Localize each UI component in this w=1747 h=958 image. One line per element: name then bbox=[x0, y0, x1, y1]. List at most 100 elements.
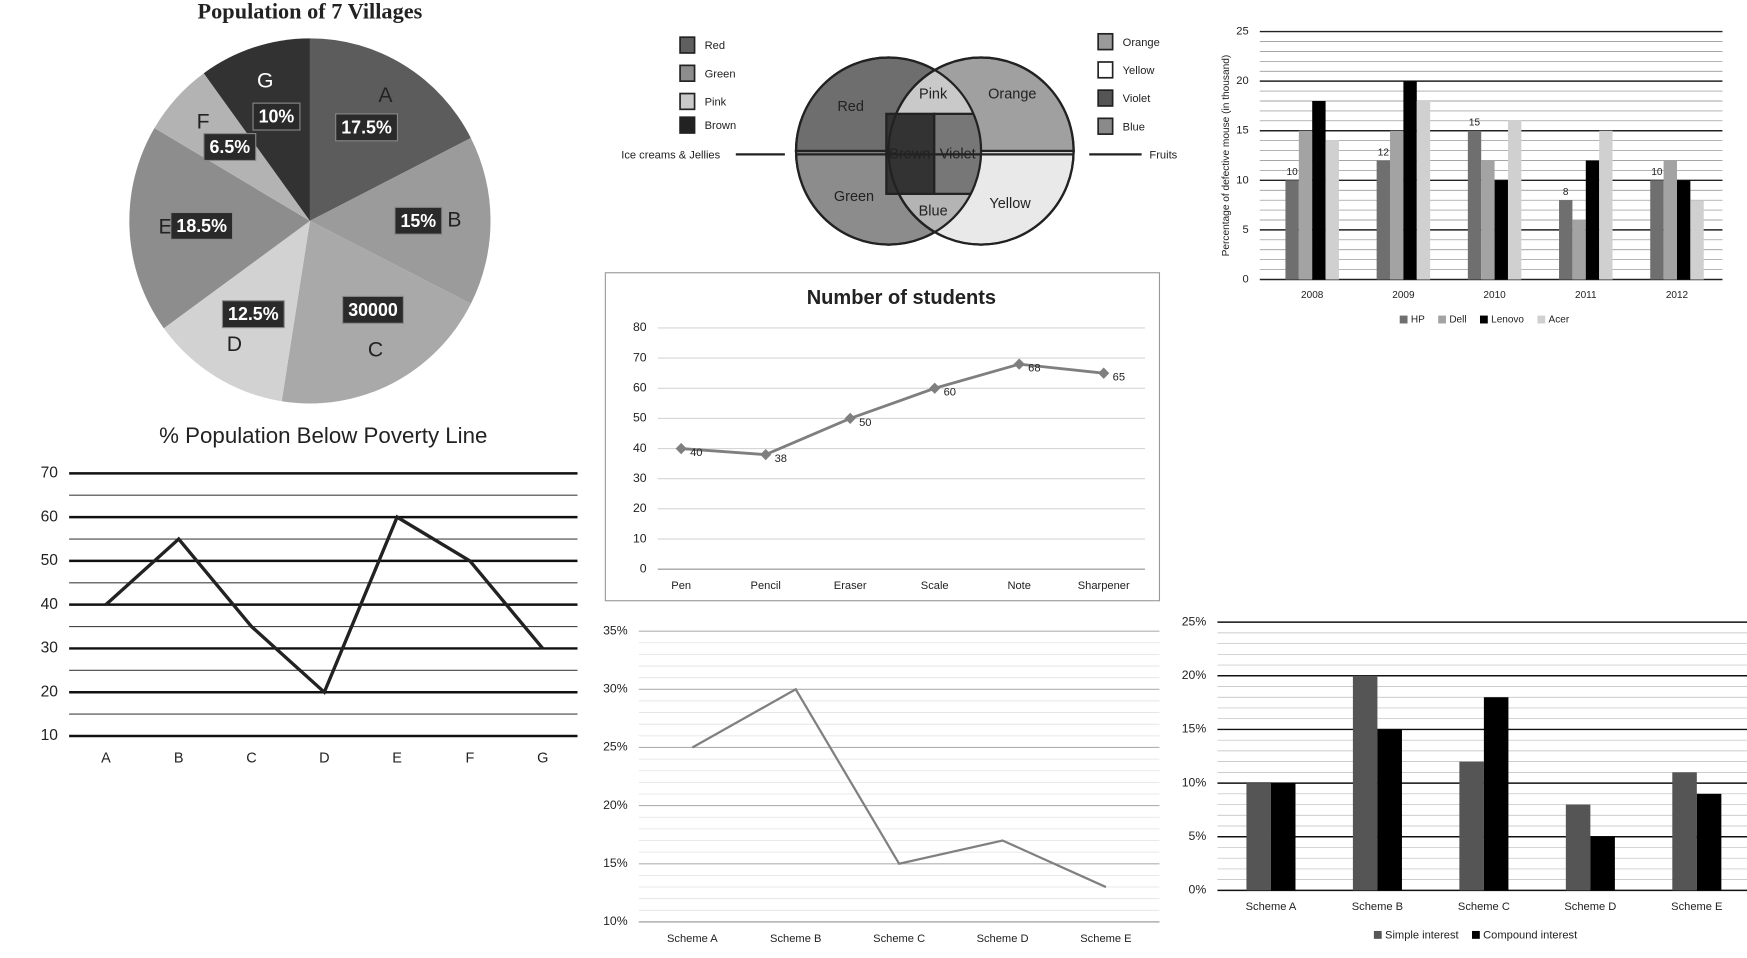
x-tick-label: F bbox=[465, 750, 474, 766]
x-tick-label: E bbox=[392, 750, 402, 766]
x-tick-label: Pen bbox=[671, 580, 691, 592]
bar bbox=[1690, 200, 1704, 280]
bar bbox=[1663, 160, 1677, 280]
x-tick-label: C bbox=[246, 750, 256, 766]
legend-swatch bbox=[1399, 315, 1408, 324]
y-tick-label: 25% bbox=[1182, 614, 1207, 628]
data-label: 12.5% bbox=[228, 304, 279, 324]
marker bbox=[675, 442, 687, 455]
slice-label: B bbox=[447, 207, 461, 231]
legend-swatch bbox=[1097, 32, 1114, 51]
bar bbox=[1416, 100, 1431, 280]
y-tick-label: 5 bbox=[1242, 224, 1248, 236]
data-label-box bbox=[170, 211, 234, 240]
venn-set-label: Ice creams & Jellies bbox=[621, 149, 720, 161]
venn-labels: Red Green Pink Brown Orange Yellow Viole… bbox=[621, 86, 1177, 219]
venn-diagram bbox=[735, 56, 1142, 246]
data-label-box bbox=[221, 300, 285, 329]
bar bbox=[1672, 772, 1697, 891]
x-tick-label: D bbox=[319, 750, 329, 766]
slice-label: A bbox=[378, 83, 393, 107]
x-tick-label: Scheme E bbox=[1080, 933, 1131, 945]
chart-title: % Population Below Poverty Line bbox=[159, 423, 487, 448]
legend-swatch bbox=[1097, 61, 1114, 79]
chart-frame bbox=[604, 272, 1161, 602]
x-tick-label: Scheme A bbox=[667, 933, 718, 945]
data-label: 15% bbox=[400, 211, 436, 231]
venn-region-label: Red bbox=[837, 99, 864, 115]
bar bbox=[1298, 130, 1313, 280]
marker bbox=[929, 382, 941, 394]
line bbox=[104, 514, 544, 696]
legend-label: Brown bbox=[705, 120, 737, 132]
data-label: 60 bbox=[944, 387, 956, 399]
bar bbox=[1590, 836, 1615, 891]
y-tick-label: 30 bbox=[633, 471, 647, 485]
bar bbox=[1483, 697, 1509, 891]
y-tick-label: 20% bbox=[1182, 668, 1207, 682]
y-tick-label: 0 bbox=[1242, 273, 1248, 285]
bar bbox=[1676, 180, 1691, 280]
legend-swatch bbox=[1097, 89, 1114, 107]
x-tick-label: 2012 bbox=[1666, 290, 1689, 301]
y-tick-label: 35% bbox=[603, 623, 628, 637]
data-label: 10 bbox=[1651, 167, 1663, 178]
x-tick-label: Sharpener bbox=[1078, 580, 1130, 592]
chart-title: Number of students bbox=[807, 287, 996, 309]
data-label: 10% bbox=[259, 107, 295, 127]
y-tick-label: 15% bbox=[603, 856, 628, 870]
legend-swatch bbox=[1472, 930, 1480, 939]
bar bbox=[1390, 130, 1404, 280]
x-tick-label: Eraser bbox=[834, 580, 867, 592]
data-label: 10 bbox=[1287, 167, 1299, 178]
bar bbox=[1467, 130, 1482, 280]
y-tick-label: 20 bbox=[41, 683, 59, 700]
y-tick-label: 60 bbox=[633, 380, 647, 394]
line bbox=[681, 362, 1104, 457]
x-tick-label: Scale bbox=[921, 580, 949, 592]
y-tick-label: 40 bbox=[41, 596, 59, 613]
marker bbox=[760, 448, 772, 461]
venn-region-label: Brown bbox=[889, 146, 930, 162]
bar bbox=[1246, 783, 1271, 891]
y-tick-label: 15% bbox=[1182, 722, 1207, 736]
legend-label: Orange bbox=[1123, 37, 1160, 49]
legend-label: Compound interest bbox=[1483, 929, 1578, 941]
legend-label: Red bbox=[705, 40, 725, 52]
y-tick-label: 70 bbox=[633, 350, 647, 364]
legend-swatch bbox=[679, 36, 696, 54]
slice-label: E bbox=[159, 214, 173, 238]
y-tick-label: 10 bbox=[633, 531, 647, 545]
y-axis-label: Percentage of defective mouse (in thousa… bbox=[1221, 55, 1232, 257]
legend-swatch bbox=[1537, 315, 1546, 324]
legend-label: Green bbox=[705, 68, 736, 80]
bar bbox=[1599, 130, 1613, 280]
x-tick-label: Scheme C bbox=[1458, 901, 1510, 913]
y-tick-label: 40 bbox=[633, 441, 647, 455]
legend-label: Pink bbox=[705, 96, 727, 108]
data-label: 15 bbox=[1469, 117, 1481, 128]
y-tick-label: 10 bbox=[41, 727, 59, 744]
y-tick-label: 10% bbox=[1182, 775, 1207, 789]
marker bbox=[1013, 358, 1025, 370]
venn-outline bbox=[794, 56, 983, 246]
x-tick-label: G bbox=[537, 750, 548, 766]
slice-label: C bbox=[368, 338, 383, 362]
data-label: 8 bbox=[1563, 187, 1569, 198]
venn-region-label: Blue bbox=[919, 204, 948, 220]
x-tick-label: 2008 bbox=[1301, 290, 1324, 301]
annotation-box bbox=[342, 295, 404, 324]
y-tick-label: 25 bbox=[1236, 25, 1248, 37]
legend-swatch bbox=[1097, 117, 1114, 135]
legend-swatch bbox=[1438, 315, 1446, 324]
y-tick-label: 0 bbox=[640, 561, 647, 575]
legend-label: Simple interest bbox=[1385, 929, 1459, 941]
y-tick-label: 50 bbox=[41, 552, 59, 569]
bar bbox=[1565, 804, 1591, 891]
y-tick-label: 30 bbox=[41, 640, 59, 657]
data-label: 18.5% bbox=[176, 216, 227, 236]
venn-set-label: Fruits bbox=[1149, 149, 1177, 161]
legend-swatch bbox=[679, 64, 696, 82]
x-tick-label: Scheme B bbox=[1352, 901, 1403, 913]
data-label-box bbox=[252, 102, 301, 131]
